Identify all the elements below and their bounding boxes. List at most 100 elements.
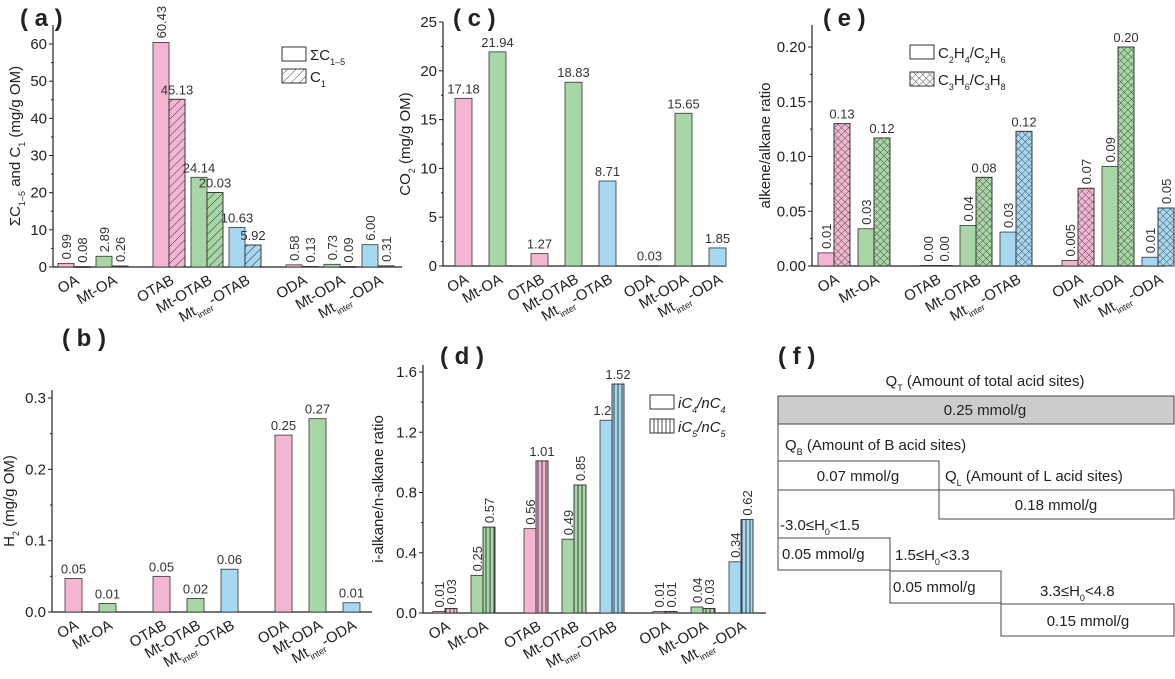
bar-pattern bbox=[111, 265, 129, 268]
bar-pattern bbox=[73, 266, 91, 268]
panel-label: ( f ) bbox=[778, 343, 815, 370]
bar-pattern bbox=[833, 123, 851, 267]
y-tick-label: 15 bbox=[420, 112, 437, 129]
range1-value: 0.05 mmol/g bbox=[782, 546, 865, 563]
data-label: 20.03 bbox=[199, 176, 232, 191]
bar bbox=[817, 252, 835, 267]
legend-label: iC5/nC5 bbox=[678, 419, 727, 439]
bar bbox=[598, 180, 617, 267]
x-tick-label: Mt-OA bbox=[445, 618, 491, 654]
data-label: 0.04 bbox=[961, 196, 976, 221]
data-label: 6.00 bbox=[363, 215, 378, 240]
bar bbox=[599, 419, 613, 614]
y-tick-label: 0.05 bbox=[777, 203, 806, 220]
bar-pattern bbox=[975, 176, 993, 267]
bar bbox=[1141, 256, 1159, 267]
range3-label: 3.3≤H0<4.8 bbox=[1040, 583, 1115, 603]
y-tick-label: 10 bbox=[30, 222, 47, 239]
y-tick-label: 0.4 bbox=[396, 545, 417, 562]
data-label: 0.25 bbox=[470, 546, 485, 571]
panel-label: ( d ) bbox=[440, 343, 484, 370]
data-label: 18.83 bbox=[557, 65, 590, 80]
y-tick-label: 1.6 bbox=[396, 364, 417, 381]
data-label: 0.02 bbox=[183, 581, 208, 596]
bar bbox=[1101, 165, 1119, 267]
bar-pattern bbox=[244, 244, 262, 268]
range2-label: 1.5≤H0<3.3 bbox=[895, 547, 970, 567]
data-label: 0.57 bbox=[482, 498, 497, 523]
bar bbox=[857, 228, 875, 267]
data-label: 0.27 bbox=[305, 402, 330, 417]
panel-label: ( c ) bbox=[453, 5, 496, 32]
bar bbox=[323, 263, 341, 268]
bar bbox=[674, 112, 693, 267]
bar bbox=[470, 574, 484, 614]
x-tick-label: Mt-OA bbox=[836, 271, 882, 307]
y-tick-label: 5 bbox=[429, 209, 437, 226]
y-tick-label: 25 bbox=[420, 14, 437, 31]
chart-d: ( d ) 0.0 0.4 0.8 1.2 1.6 i-alkane/n-alkane ra… bbox=[370, 343, 766, 672]
range3-box bbox=[1000, 603, 1175, 637]
x-tick-label: Mt-OA bbox=[74, 272, 120, 308]
data-label: 21.94 bbox=[481, 35, 514, 50]
data-label: 0.05 bbox=[1159, 179, 1174, 204]
legend-swatch-pattern bbox=[909, 71, 935, 87]
data-label: 0.06 bbox=[217, 552, 242, 567]
data-label: 10.63 bbox=[221, 210, 254, 225]
range1-box bbox=[777, 537, 891, 571]
bar-pattern bbox=[1117, 46, 1135, 267]
legend-swatch bbox=[281, 46, 307, 62]
y-tick-label: 0.20 bbox=[777, 39, 806, 56]
y-tick-label: 0.10 bbox=[777, 149, 806, 166]
data-label: 0.56 bbox=[523, 499, 538, 524]
bar-pattern bbox=[664, 611, 678, 614]
bar bbox=[432, 611, 446, 614]
bar-pattern bbox=[873, 137, 891, 267]
bar-pattern bbox=[301, 266, 319, 268]
bar bbox=[186, 598, 205, 613]
data-label: 15.65 bbox=[667, 96, 700, 111]
data-label: 1.52 bbox=[605, 367, 630, 382]
data-label: 0.00 bbox=[921, 236, 936, 261]
data-label: 0.01 bbox=[664, 582, 679, 607]
panel-label: ( e ) bbox=[823, 5, 866, 32]
data-label: 1.27 bbox=[527, 237, 552, 252]
legend-label: C3H6/C3H8 bbox=[938, 72, 1006, 92]
data-label: 0.005 bbox=[1063, 224, 1078, 257]
legend-label: ΣC1–5 bbox=[310, 47, 345, 67]
legend-swatch-pattern bbox=[281, 68, 307, 84]
data-label: 0.49 bbox=[561, 510, 576, 535]
bar-pattern bbox=[1077, 187, 1095, 267]
y-tick-label: 60 bbox=[30, 36, 47, 53]
y-tick-label: 0.2 bbox=[25, 461, 46, 478]
data-label: 17.18 bbox=[447, 81, 480, 96]
range1-label: -3.0≤H0<1.5 bbox=[780, 517, 860, 537]
data-label: 1.85 bbox=[705, 231, 730, 246]
data-label: 0.62 bbox=[740, 490, 755, 515]
bar bbox=[640, 265, 659, 267]
bar-pattern bbox=[168, 98, 186, 268]
panel-label: ( b ) bbox=[62, 325, 106, 352]
qb-label: QB (Amount of B acid sites) bbox=[785, 437, 966, 457]
y-tick-label: 0.0 bbox=[396, 605, 417, 622]
bar-pattern bbox=[740, 519, 754, 614]
data-label: 0.08 bbox=[75, 237, 90, 262]
data-label: 0.58 bbox=[287, 236, 302, 261]
bar-pattern bbox=[444, 608, 458, 614]
y-tick-label: 0.3 bbox=[25, 390, 46, 407]
y-axis-label: ΣC1–5 and C1 (mg/g OM) bbox=[7, 66, 27, 226]
y-tick-label: 0.00 bbox=[777, 258, 806, 275]
bar-pattern bbox=[935, 265, 953, 267]
acid-sites-panel: ( f ) QT (Amount of total acid sites) 0.25… bbox=[777, 343, 1175, 637]
y-tick-label: 50 bbox=[30, 73, 47, 90]
data-label: 0.01 bbox=[95, 586, 120, 601]
bar-pattern bbox=[611, 383, 625, 614]
data-label: 0.05 bbox=[149, 559, 174, 574]
y-tick-label: 0 bbox=[429, 258, 437, 275]
data-label: 0.01 bbox=[432, 582, 447, 607]
data-label: 0.26 bbox=[113, 237, 128, 262]
y-tick-label: 0.15 bbox=[777, 94, 806, 111]
data-label: 45.13 bbox=[161, 82, 194, 97]
bar bbox=[361, 244, 379, 268]
x-tick-label: Mt-OA bbox=[69, 617, 115, 653]
